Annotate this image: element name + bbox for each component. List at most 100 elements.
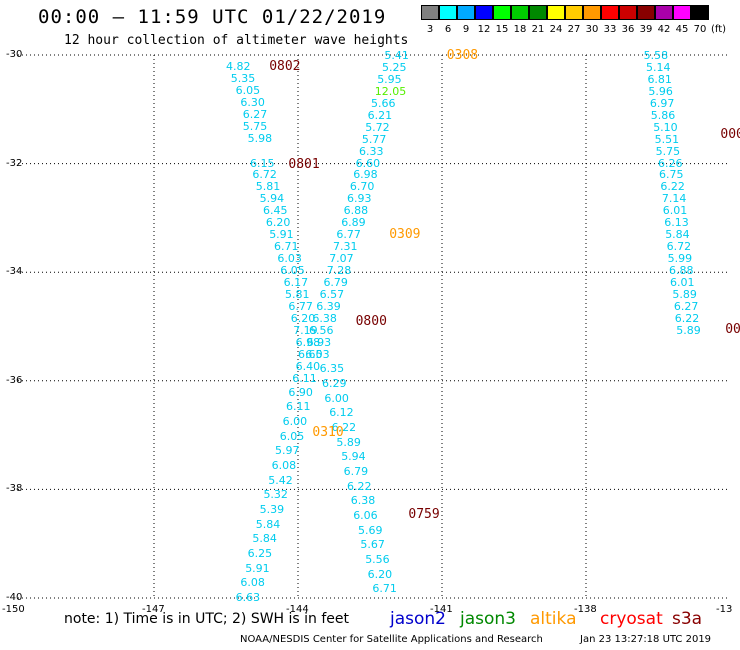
swh-value: 6.03 bbox=[305, 347, 330, 361]
colorbar-label: 45 bbox=[675, 24, 689, 35]
swh-value: 5.96 bbox=[648, 84, 673, 98]
swh-value: 5.94 bbox=[341, 450, 366, 464]
swh-value: 6.40 bbox=[295, 359, 321, 373]
satellite-s3a-label: s3a bbox=[672, 609, 703, 629]
swh-value: 5.95 bbox=[377, 72, 402, 86]
colorbar-label: 24 bbox=[549, 24, 563, 35]
colorbar-swatch bbox=[583, 5, 601, 20]
swh-value: 6.63 bbox=[235, 590, 261, 604]
swh-value: 7.19 bbox=[293, 323, 318, 337]
colorbar-swatch bbox=[637, 5, 655, 20]
satellite-jason2-label: jason2 bbox=[390, 609, 446, 629]
colorbar-label: 33 bbox=[603, 24, 617, 35]
swh-value: 7.31 bbox=[333, 240, 358, 254]
swh-value: 6.79 bbox=[323, 275, 348, 289]
swh-value: 5.66 bbox=[370, 96, 396, 110]
swh-value: 5.86 bbox=[650, 108, 676, 122]
swh-value: 6.05 bbox=[280, 264, 305, 278]
swh-value: 6.81 bbox=[647, 72, 672, 86]
swh-value: 5.72 bbox=[365, 120, 390, 134]
swh-value: 6.65 bbox=[298, 347, 323, 361]
swh-value: 6.33 bbox=[358, 144, 384, 158]
colorbar-swatch bbox=[565, 5, 583, 20]
colorbar-swatch bbox=[511, 5, 529, 20]
colorbar-swatch bbox=[493, 5, 511, 20]
swh-value: 5.84 bbox=[665, 228, 690, 242]
swh-value: 7.28 bbox=[326, 264, 352, 278]
swh-value: 6.98 bbox=[353, 168, 378, 182]
swh-value: 6.00 bbox=[282, 414, 308, 428]
swh-value: 6.77 bbox=[288, 299, 313, 313]
swh-value: 6.20 bbox=[265, 216, 291, 230]
swh-value: 5.81 bbox=[285, 287, 310, 301]
pass-time-label: 0802 bbox=[269, 58, 301, 74]
lat-tick-label: -38 bbox=[6, 483, 23, 495]
pass-time-label: 0309 bbox=[389, 227, 421, 243]
swh-value: 5.75 bbox=[242, 119, 268, 133]
colorbar-label: 42 bbox=[657, 24, 671, 35]
swh-value: 6.26 bbox=[658, 156, 683, 170]
swh-value: 6.60 bbox=[355, 156, 381, 170]
swh-value: 6.22 bbox=[346, 479, 372, 493]
pass-time-label: 0308 bbox=[446, 48, 479, 63]
colorbar-label: 39 bbox=[639, 24, 653, 35]
swh-value: 5.56 bbox=[365, 552, 390, 566]
lon-tick-label: -141 bbox=[430, 604, 453, 615]
satellite-cryosat-label: cryosat bbox=[600, 609, 663, 629]
swh-value: 6.77 bbox=[336, 228, 361, 242]
swh-value: 6.29 bbox=[322, 376, 347, 390]
swh-value: 6.90 bbox=[288, 385, 313, 399]
colorbar-swatch bbox=[619, 5, 637, 20]
swh-value: 6.38 bbox=[350, 494, 376, 508]
swh-value: 6.38 bbox=[312, 311, 337, 325]
pass-time-label: 0801 bbox=[288, 156, 320, 172]
colorbar-swatch bbox=[475, 5, 493, 20]
satellite-jason3-label: jason3 bbox=[460, 609, 516, 629]
swh-value: 5.10 bbox=[653, 120, 678, 134]
swh-value: 6.17 bbox=[283, 275, 309, 289]
swh-value: 6.72 bbox=[666, 240, 692, 254]
colorbar-label: 18 bbox=[513, 24, 527, 35]
satellite-altika-label: altika bbox=[530, 609, 577, 629]
swh-value: 6.06 bbox=[353, 508, 378, 522]
swh-value: 6.22 bbox=[331, 420, 357, 434]
lon-tick-label: -13 bbox=[716, 604, 733, 615]
swh-value: 5.94 bbox=[259, 192, 285, 206]
swh-value: 5.84 bbox=[252, 532, 277, 546]
swh-value: 6.03 bbox=[277, 252, 302, 266]
swh-value: 6.56 bbox=[309, 323, 334, 337]
colorbar-unit: (ft) bbox=[711, 24, 727, 35]
colorbar-swatch bbox=[673, 5, 691, 20]
swh-value: 5.91 bbox=[245, 561, 270, 575]
colorbar-label: 12 bbox=[477, 24, 491, 35]
swh-value: 6.15 bbox=[250, 156, 275, 170]
swh-value: 6.20 bbox=[290, 311, 316, 325]
swh-value: 6.21 bbox=[367, 108, 393, 122]
lat-tick-label: -34 bbox=[6, 266, 23, 278]
swh-value: 5.58 bbox=[643, 49, 669, 62]
pass-time-label: 0759 bbox=[408, 506, 440, 522]
swh-value: 5.67 bbox=[360, 538, 385, 552]
swh-value: 6.57 bbox=[319, 287, 345, 301]
colorbar-label: 3 bbox=[426, 24, 434, 35]
colorbar-label: 9 bbox=[462, 24, 470, 35]
pass-time-label: 00 bbox=[725, 322, 740, 338]
swh-value: 6.05 bbox=[279, 429, 305, 443]
lat-tick-label: -36 bbox=[6, 374, 23, 386]
swh-value: 6.22 bbox=[660, 180, 685, 194]
swh-value: 6.25 bbox=[247, 546, 273, 560]
swh-value: 6.70 bbox=[349, 180, 375, 194]
swh-value: 6.08 bbox=[240, 576, 265, 590]
swh-value: 6.71 bbox=[372, 582, 397, 596]
swh-value: 5.81 bbox=[255, 180, 281, 194]
generation-timestamp: Jan 23 13:27:18 UTC 2019 bbox=[580, 634, 712, 645]
swh-value: 5.77 bbox=[361, 132, 387, 146]
swh-value: 5.39 bbox=[259, 502, 285, 516]
swh-value: 5.35 bbox=[230, 71, 256, 85]
swh-value: 7.14 bbox=[661, 192, 687, 206]
lon-tick-label: -147 bbox=[142, 604, 165, 615]
lat-tick-label: -30 bbox=[6, 49, 23, 60]
swh-value: 6.97 bbox=[649, 96, 675, 110]
lon-tick-label: -138 bbox=[574, 604, 597, 615]
swh-value: 6.00 bbox=[324, 391, 349, 405]
